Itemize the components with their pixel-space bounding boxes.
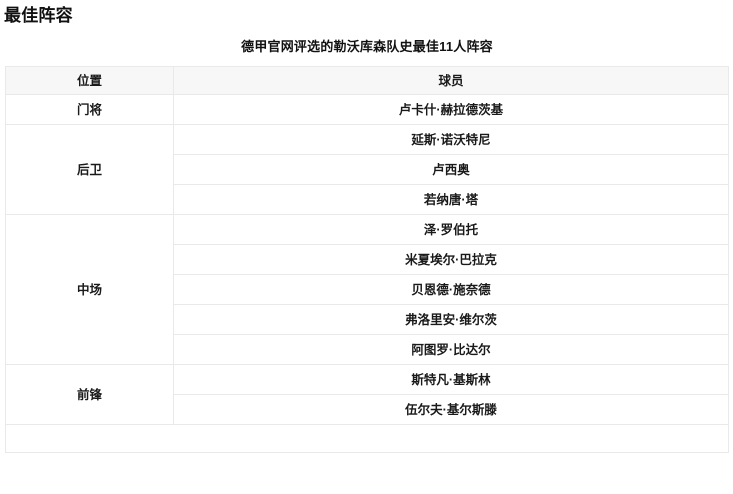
table-row: 中场 泽·罗伯托 [5,214,729,365]
player-cell: 斯特凡·基斯林 [173,364,729,395]
column-header-position: 位置 [5,66,174,95]
position-cell: 后卫 [5,124,174,215]
table-row: 贝恩德·施奈德 [6,274,729,305]
player-cell: 贝恩德·施奈德 [173,274,729,305]
table-row: 阿图罗·比达尔 [6,334,729,365]
table-header-row: 位置 球员 [5,66,729,95]
page-title: 最佳阵容 [4,6,73,25]
table-row: 卢西奥 [6,154,729,185]
table-row: 门将 卢卡什·赫拉德茨基 [5,94,729,125]
player-cell: 卢卡什·赫拉德茨基 [173,94,729,125]
player-cell: 卢西奥 [173,154,729,185]
best-lineup-table: 德甲官网评选的勒沃库森队史最佳11人阵容 位置 球员 门将 卢卡什·赫拉德茨基 后卫… [5,36,729,453]
table-row: 弗洛里安·维尔茨 [6,304,729,335]
position-cell: 门将 [5,94,174,125]
table-row: 前锋 斯特凡·基斯林 [5,364,729,425]
player-cell: 若纳唐·塔 [173,184,729,215]
table-empty-cell [5,424,729,453]
table-row: 伍尔夫·基尔斯滕 [6,394,729,425]
lineup-table-container: 德甲官网评选的勒沃库森队史最佳11人阵容 位置 球员 门将 卢卡什·赫拉德茨基 后卫… [5,36,729,453]
table-head: 位置 球员 [5,66,729,95]
table-caption: 德甲官网评选的勒沃库森队史最佳11人阵容 [241,39,493,54]
position-cell: 前锋 [5,364,174,425]
player-cell: 弗洛里安·维尔茨 [173,304,729,335]
table-empty-row [5,424,729,453]
table-row: 后卫 延斯·诺沃特尼 [5,124,729,215]
player-cell: 米夏埃尔·巴拉克 [173,244,729,275]
player-cell: 伍尔夫·基尔斯滕 [173,394,729,425]
player-cell: 泽·罗伯托 [173,214,729,245]
player-cell: 阿图罗·比达尔 [173,334,729,365]
position-cell: 中场 [5,214,174,365]
player-cell: 延斯·诺沃特尼 [173,124,729,155]
column-header-player: 球员 [173,66,729,95]
table-body: 门将 卢卡什·赫拉德茨基 后卫 延斯·诺沃特尼 卢西奥 若纳唐·塔 中场 泽·罗伯托 米夏埃尔·… [5,94,729,453]
